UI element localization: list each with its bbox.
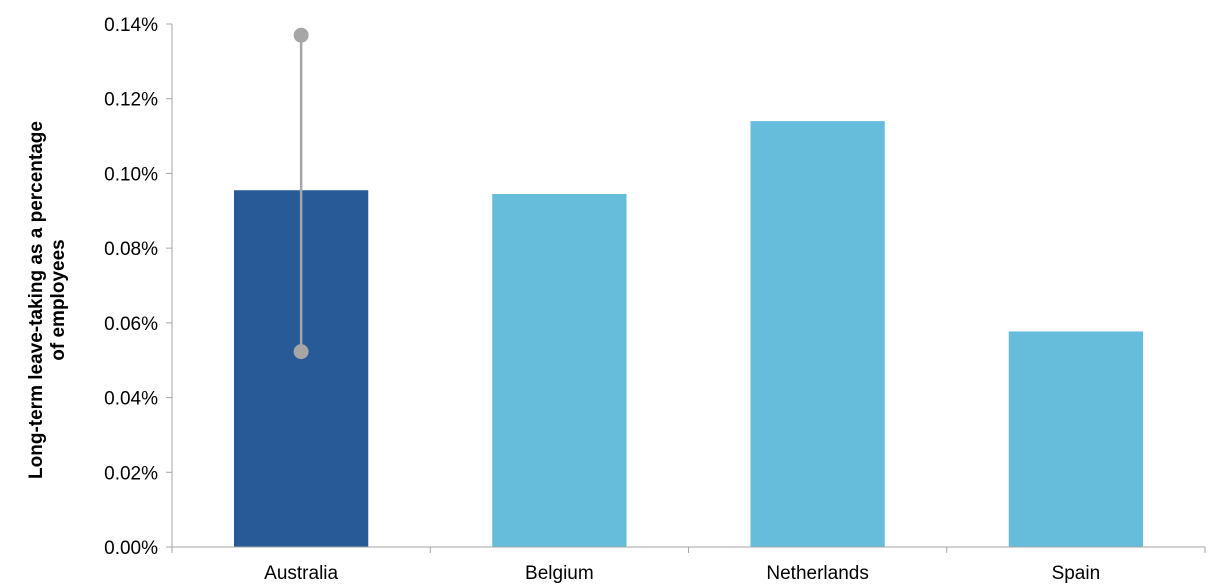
y-tick-label: 0.14% [104, 15, 158, 36]
y-tick-label: 0.04% [104, 389, 158, 410]
bars [233, 121, 1144, 547]
y-axis-title: Long-term leave-taking as a percentage o… [26, 121, 69, 479]
bar-belgium [492, 193, 627, 547]
y-tick-label: 0.10% [104, 164, 158, 185]
x-tick-label: Netherlands [766, 563, 868, 584]
y-tick-label: 0.02% [104, 463, 158, 484]
y-tick-label: 0.00% [104, 538, 158, 559]
bar-netherlands [750, 121, 885, 547]
x-tick-label: Belgium [525, 563, 594, 584]
y-axis-title-line-2: of employees [48, 239, 69, 360]
y-tick-label: 0.12% [104, 90, 158, 111]
x-axis-labels: Australia Belgium Netherlands Spain [264, 563, 1100, 584]
error-bar-high-marker [293, 27, 309, 43]
y-tick-label: 0.06% [104, 314, 158, 335]
error-bar [293, 27, 309, 360]
y-axis-title-line-1: Long-term leave-taking as a percentage [26, 121, 47, 479]
error-bar-low-marker [293, 344, 309, 360]
y-axis-ticks: 0.00% 0.02% 0.04% 0.06% 0.08% 0.10% 0.12% 0.14% [104, 15, 1206, 559]
y-tick-label: 0.08% [104, 239, 158, 260]
x-tick-label: Australia [264, 563, 338, 584]
bar-spain [1008, 331, 1144, 547]
x-tick-label: Spain [1052, 563, 1101, 584]
